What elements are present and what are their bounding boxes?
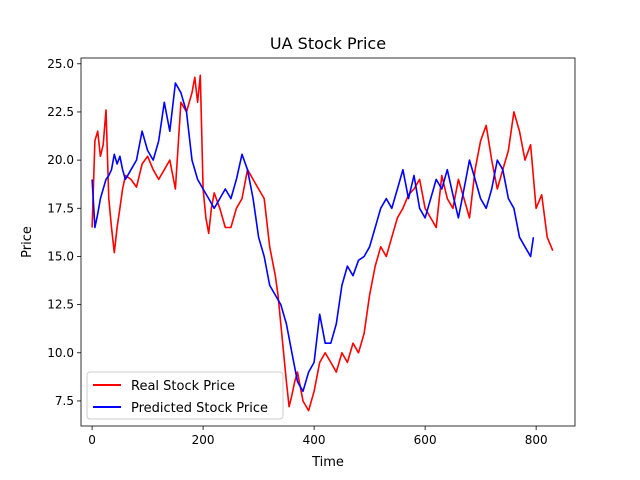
x-tick-label: 600 xyxy=(414,433,437,447)
plot-area xyxy=(81,58,575,426)
legend-frame xyxy=(86,371,284,420)
y-tick-label: 20.0 xyxy=(47,153,74,167)
y-tick-label: 10.0 xyxy=(47,346,74,360)
legend-label-real: Real Stock Price xyxy=(131,379,235,394)
legend-label-predicted: Predicted Stock Price xyxy=(131,401,268,416)
y-tick-label: 22.5 xyxy=(47,105,74,119)
x-tick-label: 0 xyxy=(88,433,96,447)
axes-layer: 0 200 400 600 800 7.5 10.0 12.5 15.0 17.5 20.0 22.5… xyxy=(47,57,547,447)
x-axis-label: Time xyxy=(311,455,344,470)
x-tick-label: 400 xyxy=(303,433,326,447)
y-tick-label: 17.5 xyxy=(47,201,74,215)
y-tick-label: 25.0 xyxy=(47,57,74,71)
x-tick-label: 800 xyxy=(525,433,548,447)
plot-frame xyxy=(80,57,576,427)
plot-background xyxy=(81,58,575,426)
y-tick-label: 7.5 xyxy=(55,394,74,408)
legend: Real Stock Price Predicted Stock Price xyxy=(86,371,284,420)
y-tick-label: 15.0 xyxy=(47,249,74,263)
series-line-predicted xyxy=(91,82,535,393)
chart-title: UA Stock Price xyxy=(270,34,386,53)
y-tick-label: 12.5 xyxy=(47,298,74,312)
x-tick-label: 200 xyxy=(192,433,215,447)
y-axis-label: Price xyxy=(20,226,35,258)
series-layer xyxy=(91,74,554,412)
